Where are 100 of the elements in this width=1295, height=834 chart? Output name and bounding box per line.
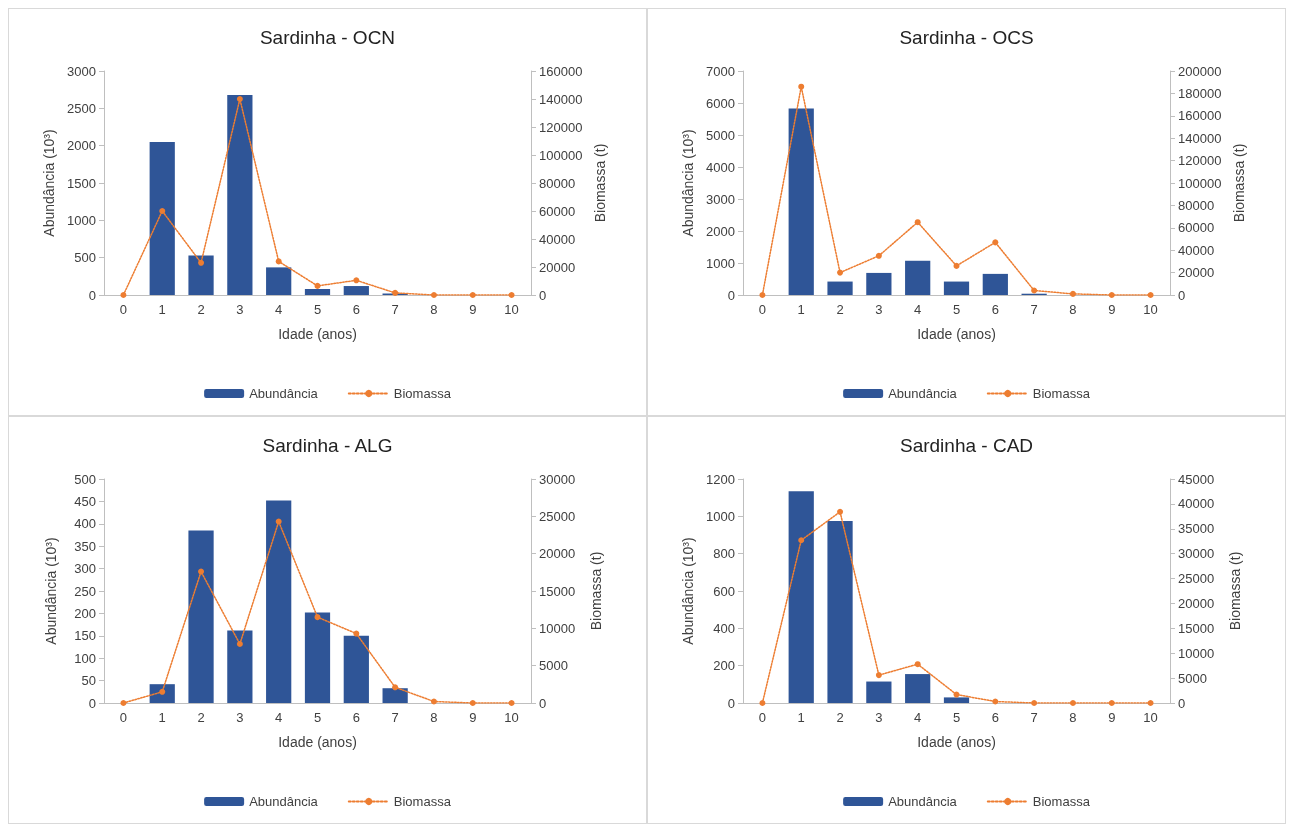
x-tick-label: 0: [119, 710, 128, 725]
point: [759, 700, 766, 706]
x-tick-label: 3: [875, 710, 883, 725]
bar: [266, 267, 292, 295]
bar: [943, 697, 970, 703]
point: [159, 208, 166, 214]
y2-tick-label: 40000: [1178, 496, 1215, 512]
y2-tick-label: 30000: [1178, 546, 1215, 562]
bar: [382, 688, 408, 703]
point: [992, 698, 999, 705]
bar: [343, 635, 369, 703]
y-tick-label: 400: [74, 516, 96, 532]
y2-tick-label: 15000: [539, 583, 576, 599]
y-tick-label: 450: [74, 493, 96, 509]
bar: [304, 612, 331, 703]
y2-tick-label: 15000: [1178, 620, 1215, 636]
y2-tick-label: 100000: [1178, 175, 1222, 191]
y2-tick-label: 200000: [1178, 63, 1222, 79]
x-tick-label: 1: [158, 302, 166, 317]
bar: [827, 281, 853, 295]
point: [469, 700, 476, 706]
y-tick-label: 1000: [706, 255, 735, 271]
chart-title: Sardinha - ALG: [262, 435, 393, 456]
x-tick-label: 10: [1143, 302, 1158, 317]
point: [469, 292, 476, 298]
bar: [227, 94, 253, 295]
x-tick-label: 10: [504, 302, 519, 317]
y2-tick-label: 180000: [1178, 85, 1222, 101]
y2-tick-label: 5000: [539, 658, 568, 674]
y2-tick-label: 60000: [1178, 220, 1215, 236]
x-tick-label: 4: [275, 302, 283, 317]
bar: [866, 272, 892, 295]
x-tick-label: 6: [991, 710, 999, 725]
x-tick-label: 9: [1108, 710, 1116, 725]
x-tick-label: 9: [469, 302, 477, 317]
y2-tick-label: 160000: [1178, 108, 1222, 124]
point: [120, 292, 127, 298]
y2-tick-label: 35000: [1178, 521, 1215, 537]
legend-label: Biomassa: [393, 794, 452, 809]
y-tick-label: 2500: [67, 100, 96, 116]
y-tick-label: 5000: [706, 127, 735, 143]
x-tick-label: 4: [275, 710, 283, 725]
y-tick-label: 200: [713, 658, 735, 674]
y-tick-label: 3000: [67, 63, 96, 79]
bar: [827, 521, 853, 703]
point: [1147, 292, 1154, 298]
point: [837, 508, 844, 515]
y-axis-title: Abundância (10³): [680, 537, 697, 645]
point: [198, 259, 205, 266]
y2-tick-label: 80000: [539, 175, 576, 191]
y2-tick-label: 120000: [539, 119, 583, 135]
x-axis-title: Idade (anos): [278, 326, 357, 342]
x-tick-label: 10: [504, 710, 519, 725]
x-tick-label: 3: [875, 302, 883, 317]
point: [430, 292, 437, 298]
bar: [788, 491, 814, 703]
x-tick-label: 4: [914, 302, 922, 317]
point: [508, 700, 515, 706]
x-tick-label: 5: [952, 302, 961, 317]
point: [353, 277, 360, 284]
x-tick-label: 6: [352, 302, 360, 317]
x-axis-title: Idade (anos): [278, 734, 357, 750]
x-tick-label: 2: [836, 710, 844, 725]
bar: [149, 684, 175, 703]
point: [120, 700, 127, 706]
point: [875, 672, 882, 679]
y2-axis-title: Biomassa (t): [1227, 551, 1243, 631]
point: [236, 641, 243, 648]
y2-axis-title: Biomassa (t): [1231, 143, 1248, 223]
x-tick-label: 6: [352, 710, 360, 725]
y-tick-label: 2000: [706, 223, 735, 239]
y-tick-label: 0: [727, 287, 735, 303]
legend-label: Abundância: [249, 386, 319, 401]
point: [914, 661, 921, 668]
bar: [343, 286, 369, 295]
y-tick-label: 1000: [67, 212, 96, 228]
point: [953, 262, 960, 269]
x-tick-label: 6: [991, 302, 999, 317]
bar: [905, 260, 931, 295]
point: [914, 219, 921, 226]
y2-tick-label: 0: [539, 287, 547, 303]
point: [1108, 292, 1115, 298]
y2-tick-label: 140000: [1178, 130, 1222, 146]
point: [314, 614, 321, 621]
point: [1108, 700, 1115, 706]
x-tick-label: 7: [391, 710, 399, 725]
point: [837, 269, 844, 276]
bar: [188, 255, 214, 295]
bar: [905, 674, 931, 703]
y-tick-label: 7000: [706, 63, 735, 79]
point: [1069, 290, 1076, 297]
x-axis-title: Idade (anos): [917, 326, 996, 342]
x-tick-label: 0: [758, 302, 767, 317]
x-tick-label: 8: [430, 302, 438, 317]
x-tick-label: 7: [391, 302, 399, 317]
y-tick-label: 600: [713, 583, 735, 599]
x-tick-label: 8: [430, 710, 438, 725]
y-tick-label: 350: [74, 538, 96, 554]
x-tick-label: 7: [1030, 302, 1038, 317]
point: [798, 537, 805, 544]
